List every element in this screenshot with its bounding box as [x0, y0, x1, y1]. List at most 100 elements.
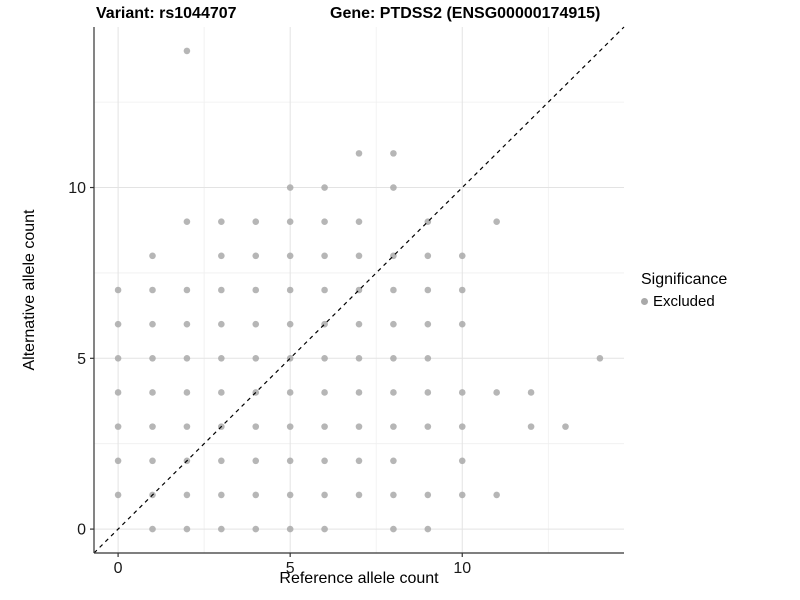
- data-point: [286, 457, 294, 465]
- data-point: [321, 218, 328, 225]
- data-point: [355, 389, 363, 396]
- data-point: [527, 389, 535, 396]
- data-point: [252, 491, 260, 499]
- data-point: [286, 184, 294, 191]
- data-point: [321, 184, 328, 191]
- data-point: [390, 320, 397, 328]
- data-point: [390, 389, 397, 396]
- data-point: [218, 389, 225, 396]
- x-tick-label: 5: [286, 560, 295, 577]
- data-point: [458, 491, 466, 499]
- data-point: [149, 355, 156, 362]
- data-point: [321, 457, 328, 465]
- data-point: [149, 286, 156, 294]
- data-point: [458, 320, 466, 328]
- data-point: [114, 355, 122, 362]
- data-point: [355, 355, 363, 362]
- data-point: [183, 389, 191, 396]
- data-point: [218, 525, 225, 533]
- data-point: [286, 491, 294, 499]
- data-point: [458, 389, 466, 396]
- data-point: [355, 150, 363, 157]
- data-point: [321, 491, 328, 499]
- data-point: [527, 423, 535, 430]
- data-point: [596, 355, 604, 362]
- data-point: [286, 286, 294, 294]
- data-point: [286, 389, 294, 396]
- data-point: [183, 423, 191, 430]
- y-tick-label: 5: [77, 351, 86, 368]
- data-point: [183, 491, 191, 499]
- data-point: [286, 252, 294, 260]
- y-axis-title: Alternative allele count: [21, 209, 38, 371]
- legend: Significance Excluded: [641, 271, 727, 310]
- legend-item-excluded: Excluded: [641, 293, 727, 310]
- data-point: [252, 218, 260, 225]
- data-point: [149, 389, 156, 396]
- data-point: [424, 423, 432, 430]
- data-point: [390, 423, 397, 430]
- data-point: [218, 286, 225, 294]
- gene-title: Gene: PTDSS2 (ENSG00000174915): [330, 5, 601, 22]
- data-point: [458, 286, 466, 294]
- excluded-point-swatch-icon: [641, 298, 648, 305]
- data-point: [149, 423, 156, 430]
- data-point: [183, 355, 191, 362]
- data-point: [390, 184, 397, 191]
- data-point: [562, 423, 569, 430]
- data-point: [424, 320, 432, 328]
- y-tick-label: 10: [68, 180, 86, 197]
- data-point: [252, 525, 260, 533]
- data-point: [149, 320, 156, 328]
- data-point: [252, 457, 260, 465]
- data-point: [390, 525, 397, 533]
- data-point: [252, 286, 260, 294]
- data-point: [183, 218, 191, 225]
- data-point: [321, 389, 328, 396]
- data-point: [218, 491, 225, 499]
- data-point: [218, 457, 225, 465]
- data-point: [493, 389, 500, 396]
- data-point: [149, 252, 156, 260]
- data-point: [114, 491, 122, 499]
- data-point: [286, 320, 294, 328]
- data-point: [183, 320, 191, 328]
- data-point: [252, 355, 260, 362]
- data-point: [424, 355, 432, 362]
- data-point: [390, 286, 397, 294]
- data-point: [390, 491, 397, 499]
- x-axis-title: Reference allele count: [279, 570, 439, 587]
- data-point: [355, 491, 363, 499]
- data-point: [458, 423, 466, 430]
- data-point: [493, 218, 500, 225]
- data-point: [218, 252, 225, 260]
- data-point: [114, 320, 122, 328]
- data-point: [114, 457, 122, 465]
- data-point: [218, 320, 225, 328]
- data-point: [424, 491, 432, 499]
- data-point: [286, 525, 294, 533]
- data-point: [218, 218, 225, 225]
- data-point: [355, 252, 363, 260]
- data-point: [390, 457, 397, 465]
- data-point: [493, 491, 500, 499]
- data-point: [355, 423, 363, 430]
- data-point: [252, 252, 260, 260]
- variant-title: Variant: rs1044707: [96, 5, 237, 22]
- data-point: [355, 218, 363, 225]
- data-point: [390, 355, 397, 362]
- data-point: [458, 252, 466, 260]
- x-tick-label: 10: [453, 560, 471, 577]
- data-point: [321, 355, 328, 362]
- data-point: [355, 320, 363, 328]
- data-point: [424, 389, 432, 396]
- data-point: [424, 286, 432, 294]
- x-tick-label: 0: [114, 560, 123, 577]
- legend-title: Significance: [641, 271, 728, 288]
- data-point: [424, 252, 432, 260]
- data-point: [286, 423, 294, 430]
- data-point: [458, 457, 466, 465]
- data-point: [321, 525, 328, 533]
- data-point: [321, 252, 328, 260]
